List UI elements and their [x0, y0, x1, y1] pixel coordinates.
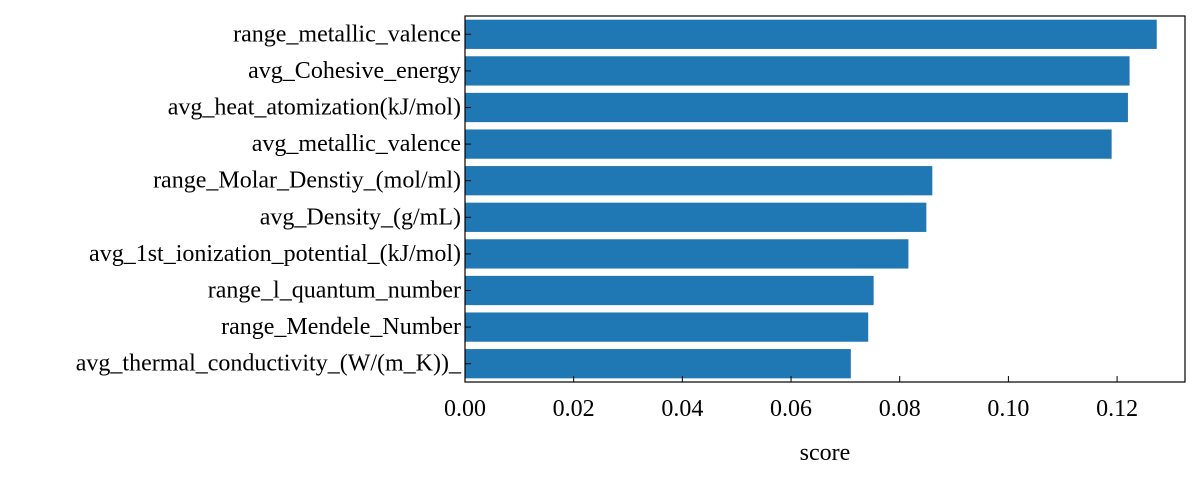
category-label: range_metallic_valence — [233, 21, 461, 47]
x-tick-label: 0.06 — [770, 396, 812, 422]
bar — [465, 56, 1130, 86]
plot-frame-layer — [464, 15, 1186, 383]
bar — [465, 239, 909, 269]
x-tick-label: 0.00 — [444, 396, 486, 422]
category-label: avg_Density_(g/mL) — [260, 204, 461, 230]
x-tick-label: 0.08 — [879, 396, 921, 422]
bar — [465, 19, 1157, 49]
category-label: range_l_quantum_number — [208, 278, 461, 304]
category-label: avg_heat_atomization(kJ/mol) — [168, 95, 461, 121]
x-tick-label: 0.02 — [553, 396, 595, 422]
category-label: avg_thermal_conductivity_(W/(m_K))_ — [76, 351, 462, 377]
bar — [465, 166, 933, 196]
category-label: range_Molar_Denstiy_(mol/ml) — [153, 168, 461, 194]
category-label: avg_1st_ionization_potential_(kJ/mol) — [89, 241, 461, 267]
bar — [465, 349, 851, 379]
bar — [465, 129, 1112, 159]
plot-frame — [464, 15, 1186, 383]
x-tick-label: 0.12 — [1096, 396, 1138, 422]
bar — [465, 92, 1128, 123]
y-axis: range_metallic_valence avg_Cohesive_energ… — [76, 21, 471, 377]
category-label: avg_Cohesive_energy — [248, 58, 461, 84]
x-axis: 0.00 0.02 0.04 0.06 0.08 0.10 0.12 — [444, 376, 1138, 422]
bar — [465, 312, 869, 342]
bars-layer — [465, 19, 1157, 379]
x-tick-label: 0.10 — [987, 396, 1029, 422]
category-label: range_Mendele_Number — [221, 314, 461, 340]
category-label: avg_metallic_valence — [252, 131, 461, 157]
bar — [465, 275, 874, 306]
bar — [465, 202, 927, 232]
x-axis-label: score — [800, 440, 851, 466]
x-tick-label: 0.04 — [661, 396, 703, 422]
